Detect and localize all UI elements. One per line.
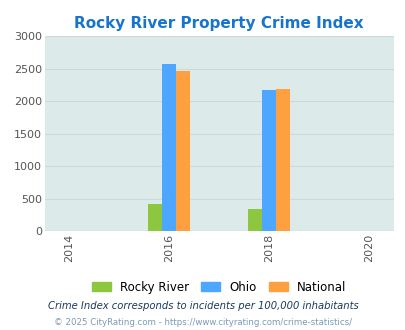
Bar xyxy=(176,71,190,231)
Bar xyxy=(162,64,176,231)
Text: Crime Index corresponds to incidents per 100,000 inhabitants: Crime Index corresponds to incidents per… xyxy=(47,301,358,311)
Bar xyxy=(247,209,262,231)
Legend: Rocky River, Ohio, National: Rocky River, Ohio, National xyxy=(87,276,350,298)
Bar xyxy=(262,90,275,231)
Bar xyxy=(275,88,289,231)
Title: Rocky River Property Crime Index: Rocky River Property Crime Index xyxy=(74,16,363,31)
Bar xyxy=(148,204,162,231)
Text: © 2025 CityRating.com - https://www.cityrating.com/crime-statistics/: © 2025 CityRating.com - https://www.city… xyxy=(54,318,351,327)
